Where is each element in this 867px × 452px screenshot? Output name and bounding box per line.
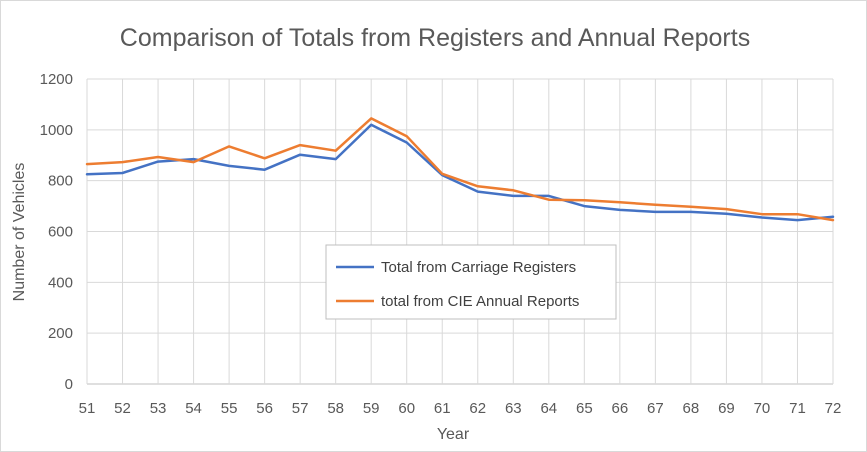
x-axis-label: Year [437,426,470,443]
x-tick-label-71: 71 [789,400,806,417]
x-tick-label-66: 66 [612,400,629,417]
y-tick-label-400: 400 [48,274,73,291]
x-tick-label-69: 69 [718,400,735,417]
x-tick-label-51: 51 [79,400,96,417]
gridlines [86,78,834,385]
series-line-1 [85,117,835,222]
x-tick-label-70: 70 [754,400,771,417]
x-tick-label-72: 72 [825,400,842,417]
chart-title: Comparison of Totals from Registers and … [120,24,750,52]
y-tick-label-200: 200 [48,325,73,342]
x-tick-label-65: 65 [576,400,593,417]
legend-label-registers: Total from Carriage Registers [381,259,576,276]
y-tick-label-0: 0 [65,376,73,393]
x-tick-label-63: 63 [505,400,522,417]
y-axis-label: Number of Vehicles [11,163,28,302]
x-axis-ticks: 51 52 53 54 55 56 57 58 59 60 61 62 63 64 65 66 67 68 69 70… [79,400,842,417]
x-tick-label-58: 58 [327,400,344,417]
y-tick-label-600: 600 [48,224,73,241]
legend: Total from Carriage Registers total from… [325,244,617,320]
x-tick-label-68: 68 [683,400,700,417]
x-tick-label-62: 62 [469,400,486,417]
y-tick-label-1000: 1000 [40,122,73,139]
x-tick-label-56: 56 [256,400,273,417]
y-tick-label-800: 800 [48,173,73,190]
x-tick-label-60: 60 [398,400,415,417]
series-lines [85,117,835,222]
x-tick-label-52: 52 [114,400,131,417]
y-axis-ticks: 0 200 400 600 800 1000 1200 [40,71,73,393]
x-tick-label-67: 67 [647,400,664,417]
y-tick-label-1200: 1200 [40,71,73,88]
x-tick-label-57: 57 [292,400,309,417]
legend-box [325,244,617,320]
x-tick-label-59: 59 [363,400,380,417]
x-tick-label-64: 64 [540,400,557,417]
legend-label-annual-reports: total from CIE Annual Reports [381,293,579,310]
x-tick-label-53: 53 [150,400,167,417]
x-tick-label-61: 61 [434,400,451,417]
x-tick-label-54: 54 [185,400,202,417]
x-tick-label-55: 55 [221,400,238,417]
series-line-0 [85,123,835,222]
